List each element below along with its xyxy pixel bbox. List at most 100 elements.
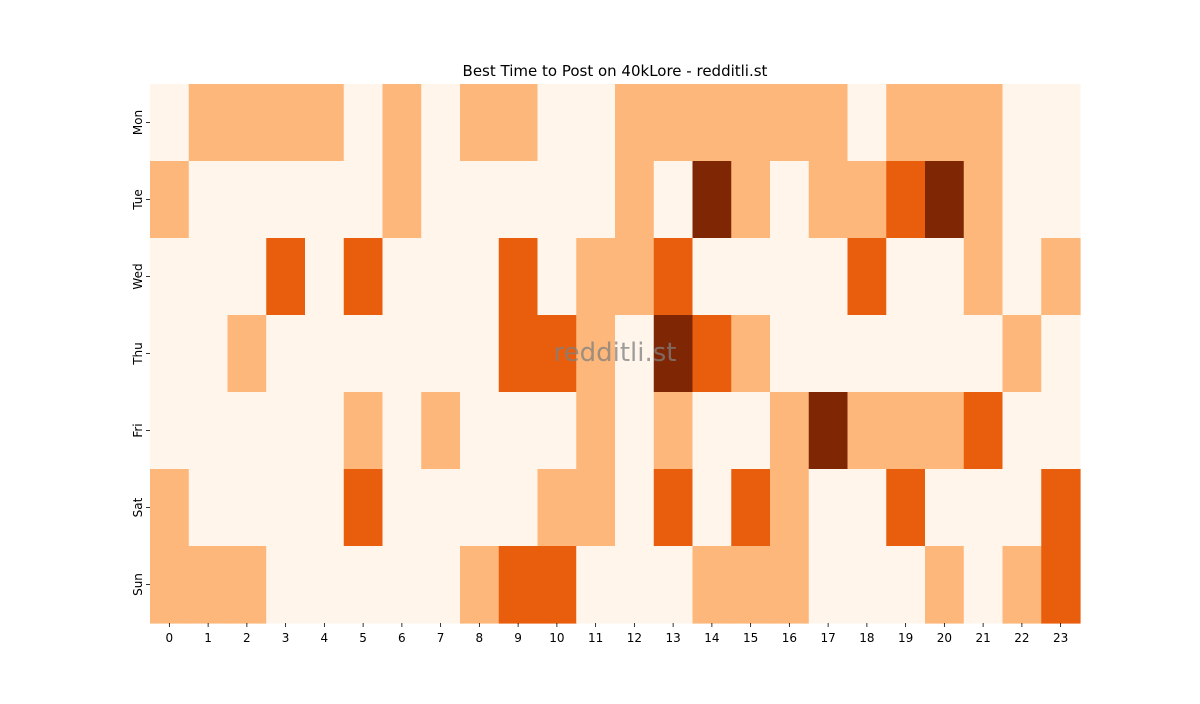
heatmap-cell-wed-9 [498,238,539,316]
heatmap-cell-thu-0 [150,315,190,393]
heatmap-cell-thu-16 [770,315,810,393]
heatmap-cell-wed-13 [653,238,694,316]
heatmap-cell-thu-14 [692,315,732,393]
heatmap-cell-sat-0 [150,469,190,547]
x-tick-label-19: 19 [898,631,913,645]
heatmap-cell-tue-6 [382,161,422,239]
heatmap-cell-tue-23 [1041,161,1081,239]
heatmap-cell-thu-11 [576,315,616,393]
heatmap-cell-wed-20 [925,238,965,316]
heatmap-cell-mon-3 [266,84,306,162]
heatmap-cell-fri-12 [615,392,655,470]
heatmap-cell-sat-22 [1002,469,1042,547]
heatmap-cell-wed-6 [382,238,422,316]
heatmap-cell-wed-3 [266,238,306,316]
heatmap-cell-sat-12 [615,469,655,547]
heatmap-cell-wed-17 [808,238,849,316]
heatmap-cell-sun-23 [1041,546,1081,624]
heatmap-cell-thu-1 [188,315,229,393]
y-tick-label-tue: Tue [131,189,145,211]
heatmap-cell-mon-14 [692,84,732,162]
x-tick-label-4: 4 [321,631,329,645]
heatmap-cell-wed-12 [615,238,655,316]
y-tick-label-sun: Sun [131,573,145,596]
heatmap-cell-sat-6 [382,469,422,547]
heatmap-cell-mon-12 [615,84,655,162]
heatmap-cell-fri-19 [886,392,926,470]
heatmap-cell-wed-19 [886,238,926,316]
x-tick-label-7: 7 [437,631,445,645]
heatmap-cell-fri-0 [150,392,190,470]
heatmap-cell-sun-5 [343,546,384,624]
heatmap-cell-thu-5 [343,315,384,393]
heatmap-cell-mon-13 [653,84,694,162]
heatmap-cell-fri-9 [498,392,539,470]
heatmap-cell-thu-15 [731,315,771,393]
heatmap-cell-thu-3 [266,315,306,393]
heatmap-cell-tue-0 [150,161,190,239]
heatmap-cell-tue-9 [498,161,539,239]
heatmap-cell-tue-15 [731,161,771,239]
heatmap-cell-wed-2 [227,238,267,316]
heatmap-cell-thu-13 [653,315,694,393]
heatmap-cell-thu-4 [305,315,345,393]
heatmap-cell-sat-5 [343,469,384,547]
x-tick-label-0: 0 [166,631,174,645]
heatmap-cell-wed-0 [150,238,190,316]
heatmap-cell-wed-23 [1041,238,1081,316]
heatmap-cell-fri-14 [692,392,732,470]
heatmap-cell-tue-10 [537,161,577,239]
heatmap-cell-mon-9 [498,84,539,162]
heatmap-cell-sun-20 [925,546,965,624]
heatmap-cell-wed-4 [305,238,345,316]
x-tick-label-1: 1 [204,631,212,645]
heatmap-cell-fri-13 [653,392,694,470]
heatmap-cell-thu-22 [1002,315,1042,393]
heatmap-cell-sat-3 [266,469,306,547]
x-tick-label-15: 15 [743,631,758,645]
heatmap-cell-fri-1 [188,392,229,470]
heatmap-cell-sun-15 [731,546,771,624]
heatmap-cell-fri-3 [266,392,306,470]
heatmap-cell-mon-19 [886,84,926,162]
x-tick-label-11: 11 [588,631,603,645]
heatmap-cell-mon-17 [808,84,849,162]
heatmap-cell-wed-18 [847,238,887,316]
heatmap-cell-tue-14 [692,161,732,239]
heatmap-cell-thu-19 [886,315,926,393]
heatmap-cell-mon-1 [188,84,229,162]
heatmap-cell-wed-5 [343,238,384,316]
heatmap-cell-thu-2 [227,315,267,393]
heatmap-cell-sat-16 [770,469,810,547]
heatmap-cell-tue-3 [266,161,306,239]
heatmap-cell-wed-1 [188,238,229,316]
heatmap-cell-sun-19 [886,546,926,624]
heatmap-cell-fri-20 [925,392,965,470]
heatmap-cell-sun-10 [537,546,577,624]
heatmap-cell-mon-6 [382,84,422,162]
heatmap-cell-thu-12 [615,315,655,393]
heatmap-cell-sun-2 [227,546,267,624]
heatmap-cell-sat-8 [460,469,500,547]
heatmap-cell-sun-7 [421,546,461,624]
x-tick-label-10: 10 [549,631,564,645]
heatmap-cell-sun-0 [150,546,190,624]
x-tick-label-17: 17 [820,631,835,645]
heatmap-cell-sat-4 [305,469,345,547]
heatmap-cell-sat-14 [692,469,732,547]
heatmap-cell-fri-23 [1041,392,1081,470]
heatmap-cell-mon-11 [576,84,616,162]
x-tick-label-21: 21 [975,631,990,645]
heatmap-cell-fri-21 [963,392,1004,470]
heatmap-cell-mon-4 [305,84,345,162]
chart-title: Best Time to Post on 40kLore - redditli.… [463,62,768,80]
x-tick-label-5: 5 [359,631,367,645]
heatmap-cell-sun-13 [653,546,694,624]
heatmap-cell-tue-4 [305,161,345,239]
heatmap-cell-wed-15 [731,238,771,316]
heatmap-cell-sun-14 [692,546,732,624]
watermark-text: redditli.st [554,338,677,368]
heatmap-cell-tue-19 [886,161,926,239]
x-tick-label-16: 16 [782,631,797,645]
